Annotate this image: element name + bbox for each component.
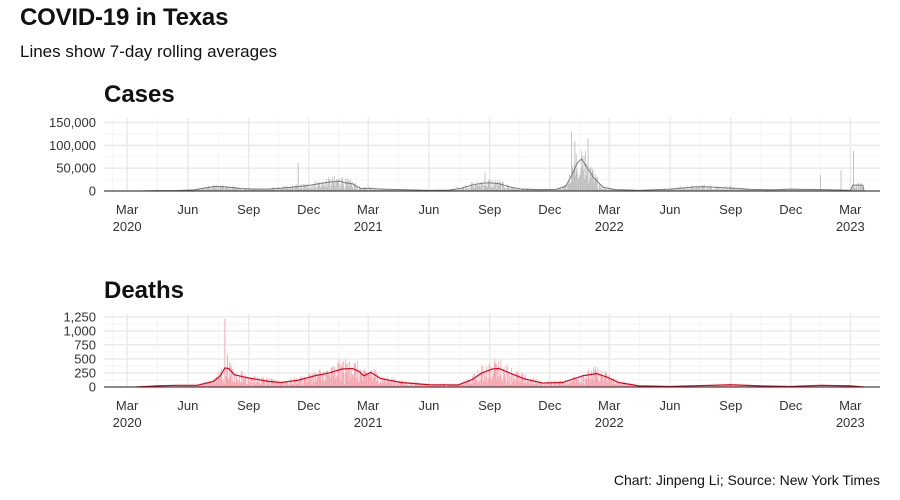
x-tick-label: Mar [357, 398, 380, 413]
daily-bars-deaths [136, 318, 864, 387]
x-tick-label: Jun [660, 202, 681, 217]
y-tick-label: 100,000 [49, 138, 96, 153]
x-tick-label: Mar [357, 202, 380, 217]
rolling-average-line-cases [136, 158, 865, 192]
x-tick-label: Mar [839, 398, 862, 413]
x-tick-label: Jun [177, 202, 198, 217]
y-tick-label: 150,000 [49, 115, 96, 130]
x-tick-label: Dec [297, 398, 321, 413]
panel-cases: Mar 2020 Jun Sep Dec Mar 2021 Jun Sep Dec Mar 2022 J… [49, 81, 880, 234]
x-tick-label: Mar [839, 202, 862, 217]
x-tick-label: Sep [719, 398, 742, 413]
x-tick-label: Mar [598, 202, 621, 217]
panel-deaths: Mar 2020 Jun Sep Dec Mar 2021 Jun Sep Dec Mar 2022 J… [63, 277, 880, 430]
x-tick-label: Dec [779, 202, 803, 217]
y-tick-label: 750 [74, 337, 96, 352]
x-tick-label: Sep [237, 398, 260, 413]
y-tick-label: 1,000 [63, 323, 96, 338]
chart-title: COVID-19 in Texas [20, 4, 229, 31]
x-tick-label: Dec [538, 398, 562, 413]
panel-title-cases: Cases [104, 81, 175, 108]
x-tick-label: Dec [779, 398, 803, 413]
x-tick-label: Sep [237, 202, 260, 217]
x-tick-label: Jun [660, 398, 681, 413]
x-tick-label: Jun [418, 202, 439, 217]
x-tick-year-label: 2023 [836, 219, 865, 234]
y-tick-label: 1,250 [63, 309, 96, 324]
x-tick-label: Sep [478, 202, 501, 217]
panel-title-deaths: Deaths [104, 277, 184, 304]
x-tick-label: Dec [297, 202, 321, 217]
x-tick-year-label: 2022 [595, 219, 624, 234]
x-tick-year-label: 2023 [836, 415, 865, 430]
x-tick-label: Dec [538, 202, 562, 217]
x-tick-label: Sep [719, 202, 742, 217]
y-tick-label: 0 [89, 380, 96, 395]
y-tick-label: 500 [74, 351, 96, 366]
chart-caption: Chart: Jinpeng Li; Source: New York Time… [613, 472, 880, 488]
y-tick-label: 250 [74, 365, 96, 380]
x-tick-year-label: 2022 [595, 415, 624, 430]
y-tick-label: 0 [89, 184, 96, 199]
x-tick-label: Jun [177, 398, 198, 413]
x-tick-year-label: 2020 [113, 415, 142, 430]
chart-subtitle: Lines show 7-day rolling averages [20, 42, 278, 61]
x-tick-label: Mar [598, 398, 621, 413]
x-tick-label: Mar [116, 202, 139, 217]
x-tick-label: Jun [418, 398, 439, 413]
x-tick-label: Mar [116, 398, 139, 413]
x-tick-year-label: 2021 [354, 415, 383, 430]
y-tick-label: 50,000 [56, 161, 96, 176]
x-tick-label: Sep [478, 398, 501, 413]
x-tick-year-label: 2020 [113, 219, 142, 234]
rolling-average-line-deaths [136, 367, 864, 388]
x-tick-year-label: 2021 [354, 219, 383, 234]
daily-bars-cases [136, 131, 864, 191]
